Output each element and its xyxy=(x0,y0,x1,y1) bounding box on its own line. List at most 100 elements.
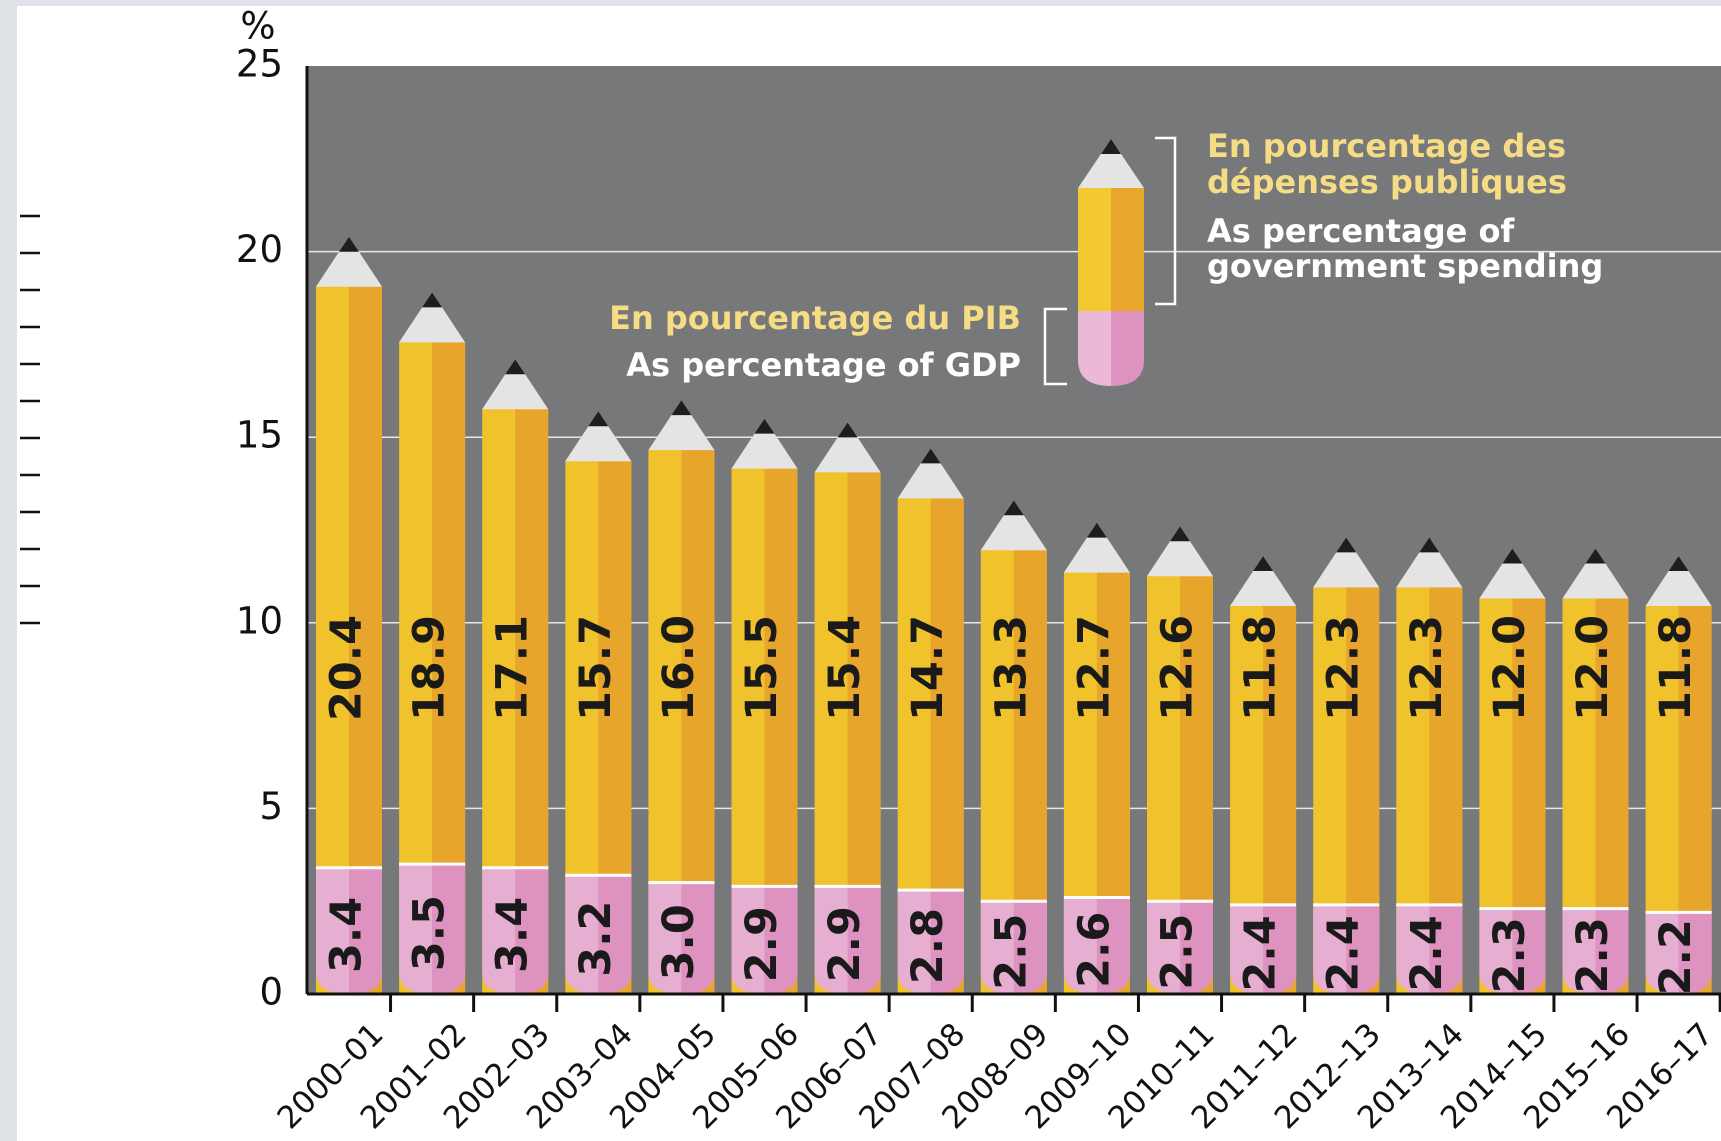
pencil: 13.3 2.5 xyxy=(980,500,1047,994)
legend-eraser xyxy=(1111,311,1144,386)
data-label: 12.3 xyxy=(1402,615,1452,721)
pencil-lead xyxy=(1419,537,1440,553)
pencil-tip xyxy=(565,411,632,462)
legend-text: government spending xyxy=(1207,247,1603,285)
pencil-lead xyxy=(588,411,609,427)
pencil-tip xyxy=(897,448,964,499)
y-tick-label: 25 xyxy=(236,43,283,86)
pencil-lead xyxy=(422,292,443,308)
data-label: 16.0 xyxy=(654,615,704,721)
pencil: 11.8 2.4 xyxy=(1230,555,1297,994)
eraser-shade xyxy=(847,886,881,994)
pencil: 12.0 2.3 xyxy=(1479,548,1546,994)
y-tick-label: 5 xyxy=(259,785,283,828)
y-tick-label: 0 xyxy=(259,971,283,1014)
legend-text: En pourcentage des xyxy=(1207,127,1566,165)
eraser-shade xyxy=(1180,901,1213,994)
legend-body xyxy=(1111,188,1144,311)
legend-tip xyxy=(1078,139,1144,188)
eraser-shade xyxy=(1512,908,1546,994)
pencil-tip xyxy=(1562,548,1629,599)
data-label: 13.3 xyxy=(986,615,1036,721)
legend-eraser xyxy=(1078,311,1111,386)
y-tick-label: 10 xyxy=(236,599,283,642)
data-label: 2.5 xyxy=(986,914,1036,990)
pencil-lead xyxy=(920,448,941,464)
data-label: 2.3 xyxy=(1568,917,1618,993)
data-label: 20.4 xyxy=(322,615,372,721)
pencil-tip xyxy=(1645,555,1712,606)
data-label: 3.4 xyxy=(488,897,538,973)
data-label: 2.4 xyxy=(1402,915,1452,991)
y-unit: % xyxy=(240,5,275,48)
eraser-shade xyxy=(930,890,964,994)
pencil-lead xyxy=(1086,522,1107,538)
legend-bracket xyxy=(1155,136,1177,306)
pencil: 15.4 2.9 xyxy=(814,422,881,994)
pencil: 17.1 3.4 xyxy=(482,359,549,994)
eraser-shade xyxy=(1263,904,1297,994)
pencil: 11.8 2.2 xyxy=(1645,555,1712,995)
pencil-lead xyxy=(1170,526,1190,542)
eraser-shade xyxy=(598,875,632,994)
pencil-lead xyxy=(1502,548,1523,564)
eraser-shade xyxy=(1013,901,1047,994)
decor-dashes xyxy=(20,214,40,625)
pencil: 12.0 2.3 xyxy=(1562,548,1629,994)
pencil: 16.0 3.0 xyxy=(648,400,715,995)
pencil: 14.7 2.8 xyxy=(897,448,964,994)
eraser-shade xyxy=(1595,908,1629,994)
legend-body xyxy=(1078,188,1111,311)
legend-text: As percentage of GDP xyxy=(626,346,1021,384)
legend-text: As percentage of xyxy=(1207,212,1515,250)
data-label: 2.5 xyxy=(1153,914,1203,990)
legend-bracket xyxy=(1043,307,1067,386)
data-label: 2.4 xyxy=(1319,915,1369,991)
pencil-lead xyxy=(505,359,526,375)
eraser-shade xyxy=(1096,897,1130,994)
eraser-shade xyxy=(349,867,382,994)
data-label: 18.9 xyxy=(405,615,455,721)
pencil-tip xyxy=(1479,548,1546,599)
data-label: 12.0 xyxy=(1485,615,1535,721)
data-label: 12.7 xyxy=(1069,615,1119,721)
data-label: 11.8 xyxy=(1651,615,1701,721)
pencil-tip xyxy=(1313,537,1380,588)
pencil-lead xyxy=(671,400,692,416)
data-label: 2.9 xyxy=(820,906,870,982)
eraser-shade xyxy=(432,864,466,994)
pencil-lead xyxy=(1585,548,1606,564)
pencil-tip xyxy=(316,236,382,287)
pencil-tip xyxy=(399,292,466,343)
pencil-tip xyxy=(1230,555,1297,606)
data-label: 3.5 xyxy=(405,895,455,971)
y-tick-label: 20 xyxy=(236,228,283,271)
data-label: 2.6 xyxy=(1069,912,1119,988)
legend-text: dépenses publiques xyxy=(1207,163,1567,201)
data-label: 11.8 xyxy=(1236,615,1286,721)
pencil-lead xyxy=(1668,555,1689,571)
pencil-tip xyxy=(980,500,1047,551)
data-label: 17.1 xyxy=(488,615,538,721)
pencil-tip xyxy=(1063,522,1130,573)
pencil: 12.3 2.4 xyxy=(1313,537,1380,994)
pencil-tip xyxy=(1147,526,1213,577)
eraser-shade xyxy=(1678,912,1712,994)
pencil-tip xyxy=(731,418,798,469)
eraser-shade xyxy=(681,882,715,994)
data-label: 2.2 xyxy=(1651,919,1701,995)
data-label: 3.2 xyxy=(571,901,621,977)
legend: En pourcentage des dépenses publiques As… xyxy=(609,127,1603,386)
pencil: 18.9 3.5 xyxy=(399,292,466,994)
eraser-shade xyxy=(1429,904,1463,994)
data-label: 15.4 xyxy=(820,615,870,721)
data-label: 14.7 xyxy=(903,615,953,721)
data-label: 2.9 xyxy=(737,906,787,982)
pencil-tip xyxy=(648,400,715,451)
pencil-lead xyxy=(1253,555,1274,571)
data-label: 2.8 xyxy=(903,908,953,984)
pencil: 12.6 2.5 xyxy=(1147,526,1213,994)
pencil-tip xyxy=(482,359,549,410)
eraser-shade xyxy=(1346,904,1380,994)
